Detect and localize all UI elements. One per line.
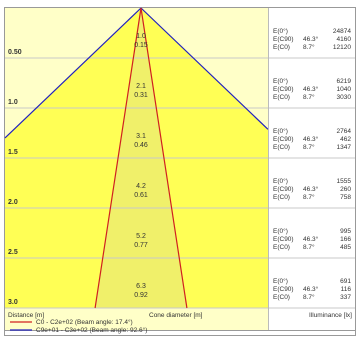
illuminance-label: E(0°) (273, 177, 288, 185)
c90-diameter-label: 0.92 (134, 292, 148, 299)
c0-cone-edge-right (140, 7, 188, 309)
illuminance-label: E(0°) (273, 277, 288, 285)
legend: C0 - C2e+02 (Beam angle: 17.4°)C9e+01 - … (10, 318, 147, 334)
illuminance-angle: 46.3° (303, 85, 319, 93)
illuminance-value: 3030 (337, 94, 352, 101)
illuminance-angle: 8.7° (303, 143, 315, 151)
illuminance-angle: 8.7° (303, 293, 315, 301)
illuminance-angle: 46.3° (303, 35, 319, 43)
illuminance-angle: 46.3° (303, 185, 319, 193)
illuminance-value: 337 (340, 294, 351, 301)
illuminance-value: 758 (340, 194, 351, 201)
illuminance-axis-label: Illuminance [lx] (309, 312, 352, 319)
illuminance-angle: 8.7° (303, 243, 315, 251)
c90-diameter-label: 0.15 (134, 42, 148, 49)
illuminance-labels: E(0°) 24874 E(C90) 46.3° 4160 E(C0) 8.7° 12120 E… (273, 27, 351, 301)
illuminance-value: 462 (340, 136, 351, 143)
row-labels: 0.50 1.0 0.15 1.0 2.1 0.31 1.5 3.1 0.46 2.0 4.2 0.6… (8, 33, 148, 306)
illuminance-value: 166 (340, 236, 351, 243)
illuminance-label: E(C90) (273, 186, 294, 193)
illuminance-value: 116 (341, 286, 352, 293)
illuminance-angle: 8.7° (303, 43, 315, 51)
illuminance-value: 1555 (337, 178, 352, 185)
c90-diameter-label: 0.46 (134, 142, 148, 149)
c90-diameter-label: 0.77 (134, 242, 148, 249)
illuminance-value: 691 (340, 278, 351, 285)
illuminance-angle: 8.7° (303, 93, 315, 101)
distance-label: 1.5 (8, 149, 18, 156)
c0-diameter-label: 1.0 (136, 33, 146, 40)
illuminance-label: E(0°) (273, 27, 288, 35)
illuminance-angle: 46.3° (303, 235, 319, 243)
illuminance-angle: 8.7° (303, 193, 315, 201)
illuminance-value: 12120 (333, 44, 351, 51)
illuminance-value: 1040 (337, 86, 352, 93)
distance-axis-label: Distance [m] (8, 312, 44, 319)
c0-diameter-label: 4.2 (136, 183, 146, 190)
c0-cone-edge-left (94, 7, 142, 309)
illuminance-value: 6219 (337, 78, 352, 85)
c0-diameter-label: 3.1 (136, 133, 146, 140)
illuminance-value: 260 (340, 186, 351, 193)
illuminance-label: E(C0) (273, 144, 290, 151)
illuminance-label: E(0°) (273, 77, 288, 85)
illuminance-value: 24874 (333, 28, 351, 35)
legend-entry: C0 - C2e+02 (Beam angle: 17.4°) (36, 318, 133, 326)
distance-label: 2.0 (8, 199, 18, 206)
c90-diameter-label: 0.31 (134, 92, 148, 99)
illuminance-label: E(C0) (273, 94, 290, 101)
illuminance-value: 2764 (337, 128, 352, 135)
c90-diameter-label: 0.61 (134, 192, 148, 199)
c0-diameter-label: 5.2 (136, 233, 146, 240)
illuminance-label: E(C90) (273, 236, 294, 243)
distance-label: 2.5 (8, 249, 18, 256)
distance-grid (5, 57, 355, 309)
distance-label: 1.0 (8, 99, 18, 106)
illuminance-angle: 46.3° (303, 135, 319, 143)
illuminance-label: E(0°) (273, 227, 288, 235)
illuminance-label: E(C90) (273, 286, 294, 293)
illuminance-label: E(C90) (273, 86, 294, 93)
illuminance-label: E(0°) (273, 127, 288, 135)
illuminance-angle: 46.3° (303, 285, 319, 293)
illuminance-label: E(C90) (273, 136, 294, 143)
illuminance-label: E(C0) (273, 44, 290, 51)
distance-label: 3.0 (8, 299, 18, 306)
illuminance-value: 1347 (337, 144, 352, 151)
illuminance-label: E(C0) (273, 244, 290, 251)
illuminance-value: 995 (340, 228, 351, 235)
distance-label: 0.50 (8, 49, 22, 56)
c90-cone-edge-right (140, 7, 269, 130)
diameter-axis-label: Cone diameter [m] (149, 312, 203, 319)
illuminance-label: E(C0) (273, 194, 290, 201)
illuminance-value: 4160 (337, 36, 352, 43)
c0-diameter-label: 2.1 (136, 83, 146, 90)
cone-edges (4, 7, 269, 309)
legend-entry: C9e+01 - C3e+02 (Beam angle: 92.6°) (36, 326, 147, 334)
illuminance-label: E(C0) (273, 294, 290, 301)
illuminance-value: 485 (340, 244, 351, 251)
c90-cone-edge-left (4, 7, 142, 139)
c0-diameter-label: 6.3 (136, 283, 146, 290)
illuminance-label: E(C90) (273, 36, 294, 43)
